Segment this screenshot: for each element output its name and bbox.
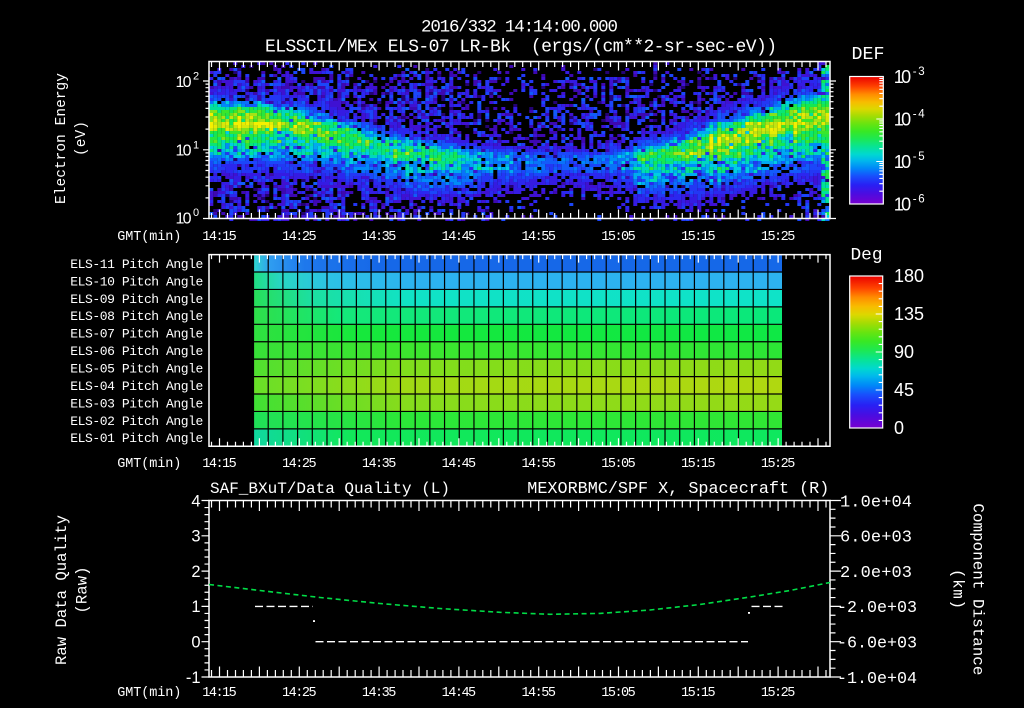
svg-text:15:25: 15:25 [761,230,796,245]
svg-text:14:35: 14:35 [362,457,397,472]
svg-text:45: 45 [894,380,914,400]
svg-text:DEF: DEF [852,45,885,65]
svg-text:0: 0 [894,418,904,438]
svg-text:Raw Data Quality: Raw Data Quality [53,515,71,665]
svg-text:15:05: 15:05 [601,457,636,472]
svg-text:14:45: 14:45 [442,230,477,245]
svg-text:-3: -3 [913,66,925,78]
svg-text:15:15: 15:15 [681,230,716,245]
svg-text:15:25: 15:25 [761,457,796,472]
svg-text:3: 3 [191,528,200,546]
svg-text:-1: -1 [186,669,201,687]
svg-text:14:15: 14:15 [202,457,237,472]
svg-text:ELS-09 Pitch Angle: ELS-09 Pitch Angle [70,292,203,307]
svg-text:2: 2 [193,71,199,83]
svg-text:-1.0e+04: -1.0e+04 [837,670,917,689]
svg-text:14:15: 14:15 [202,686,237,701]
svg-text:6.0e+03: 6.0e+03 [840,529,912,548]
svg-text:14:35: 14:35 [362,230,397,245]
svg-text:GMT(min): GMT(min) [117,457,181,472]
svg-text:(Raw): (Raw) [74,567,92,614]
svg-text:Electron Energy: Electron Energy [54,73,70,204]
svg-text:10: 10 [894,110,912,130]
svg-text:15:05: 15:05 [601,686,636,701]
svg-text:14:25: 14:25 [282,686,317,701]
svg-text:ELS-07 Pitch Angle: ELS-07 Pitch Angle [70,327,203,342]
svg-text:15:05: 15:05 [601,230,636,245]
svg-text:14:55: 14:55 [521,230,556,245]
svg-text:ELS-03 Pitch Angle: ELS-03 Pitch Angle [70,396,203,411]
svg-text:GMT(min): GMT(min) [117,686,181,701]
svg-text:14:45: 14:45 [442,686,477,701]
svg-text:ELSSCIL/MEx ELS-07 LR-Bk (erg: ELSSCIL/MEx ELS-07 LR-Bk (ergs/(cm**2-sr… [265,38,777,58]
svg-text:2016/332 14:14:00.000: 2016/332 14:14:00.000 [421,18,618,38]
svg-text:15:15: 15:15 [681,457,716,472]
svg-text:180: 180 [894,266,924,286]
svg-text:135: 135 [894,304,924,324]
svg-text:2.0e+03: 2.0e+03 [840,564,912,583]
svg-text:-5: -5 [913,151,925,163]
svg-text:14:55: 14:55 [521,457,556,472]
svg-text:-2.0e+03: -2.0e+03 [837,599,917,618]
svg-text:14:15: 14:15 [202,230,237,245]
svg-text:90: 90 [894,342,914,362]
svg-text:0: 0 [193,207,199,219]
svg-text:(km): (km) [949,569,967,609]
svg-text:10: 10 [894,152,912,172]
svg-text:1.0e+04: 1.0e+04 [840,493,912,512]
svg-text:10: 10 [176,74,192,91]
svg-text:10: 10 [894,195,912,215]
svg-text:15:25: 15:25 [761,686,796,701]
svg-text:ELS-04 Pitch Angle: ELS-04 Pitch Angle [70,379,203,394]
svg-text:ELS-05 Pitch Angle: ELS-05 Pitch Angle [70,362,203,377]
svg-text:-6.0e+03: -6.0e+03 [837,635,917,654]
svg-text:GMT(min): GMT(min) [117,230,181,245]
svg-text:0: 0 [191,634,200,652]
svg-text:10: 10 [894,67,912,87]
svg-text:ELS-10 Pitch Angle: ELS-10 Pitch Angle [70,274,203,289]
svg-text:(eV): (eV) [74,121,90,156]
svg-text:MEXORBMC/SPF X, Spacecraft (R): MEXORBMC/SPF X, Spacecraft (R) [527,480,829,499]
svg-text:ELS-02 Pitch Angle: ELS-02 Pitch Angle [70,414,203,429]
svg-text:-6: -6 [913,194,925,206]
svg-text:Deg: Deg [851,246,883,266]
svg-text:14:35: 14:35 [362,686,397,701]
svg-text:ELS-06 Pitch Angle: ELS-06 Pitch Angle [70,344,203,359]
svg-text:SAF_BXuT/Data Quality (L): SAF_BXuT/Data Quality (L) [210,480,450,498]
svg-text:14:25: 14:25 [282,230,317,245]
svg-text:4: 4 [191,492,200,510]
svg-text:1: 1 [191,598,200,616]
svg-text:1: 1 [193,139,199,151]
svg-text:Component Distance: Component Distance [968,503,986,675]
svg-text:2: 2 [191,563,200,581]
svg-text:15:15: 15:15 [681,686,716,701]
svg-text:ELS-11 Pitch Angle: ELS-11 Pitch Angle [70,257,203,272]
svg-text:10: 10 [176,210,192,227]
svg-text:14:45: 14:45 [442,457,477,472]
svg-text:ELS-08 Pitch Angle: ELS-08 Pitch Angle [70,309,203,324]
svg-text:10: 10 [176,143,192,160]
svg-text:14:55: 14:55 [521,686,556,701]
svg-text:-4: -4 [913,109,926,121]
svg-text:ELS-01 Pitch Angle: ELS-01 Pitch Angle [70,431,203,446]
svg-text:14:25: 14:25 [282,457,317,472]
